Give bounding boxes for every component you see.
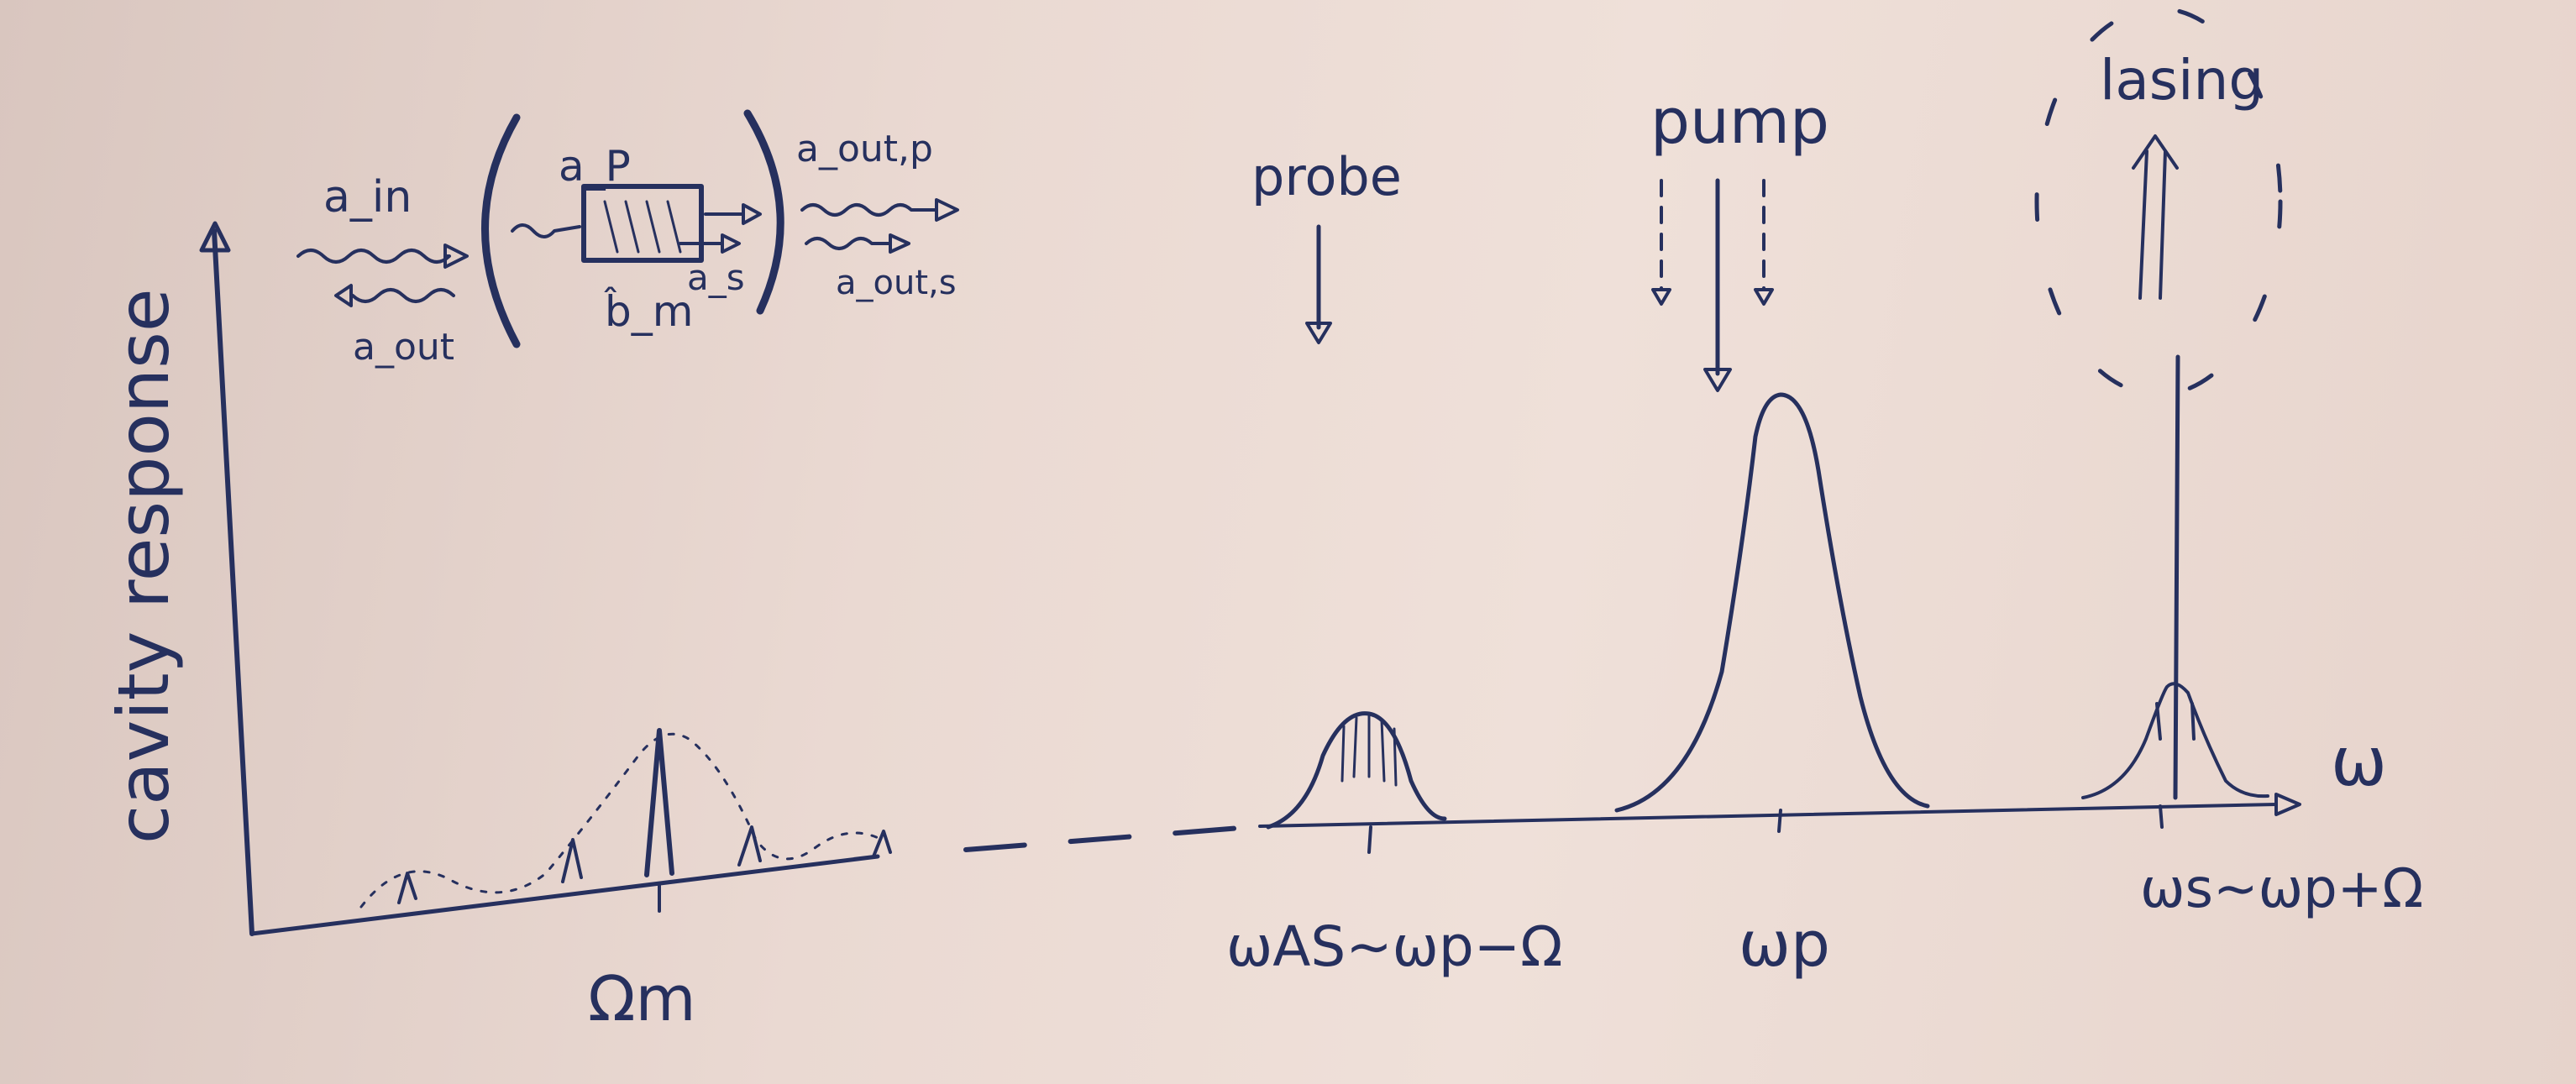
a-out-p-label: a_out,p [796,128,933,170]
lasing-line [2173,354,2180,800]
omega-m-label: Ωm [588,963,696,1035]
b-m-label: b̂_m [604,286,693,336]
sideband-peak-4 [737,825,762,867]
x-axis-left [249,854,880,936]
pump-label: pump [1650,86,1829,158]
x-axis-break [963,825,1254,852]
a-out-label: a_out [353,326,454,369]
omega-p-tick [1777,809,1782,833]
x-axis-label: ω [2331,723,2387,801]
y-axis [212,228,254,936]
sideband-peak-2 [561,838,583,883]
sideband-peak-1 [397,872,417,904]
a-in-label: a_in [323,172,412,223]
mechanical-resonator [581,184,704,263]
a-p-label: a_P [559,142,631,191]
omega-p-label: ωp [1739,909,1830,981]
mechanical-sidebands [359,728,892,913]
intracavity-wave [511,223,581,238]
a-out-s-wave [805,237,892,250]
anti-stokes-peak [1266,711,1447,854]
a-in-arrowhead [443,244,469,269]
omega-s-label: ωs∼ωp+Ω [2140,858,2423,920]
anti-stokes-curve [1266,711,1447,830]
pump-peak [1614,392,1930,833]
sideband-peak-5 [872,830,892,858]
a-in-wave [296,249,451,264]
lasing-label: lasing [2100,48,2264,113]
lasing-dashed-circle [2034,6,2283,397]
stokes-hatching [2155,702,2196,741]
resonator-hatching [603,200,682,254]
probe-label: probe [1251,146,1402,207]
a-out-p-wave [800,203,938,217]
y-axis-arrowhead [199,221,231,253]
x-axis-arrowhead [2274,793,2301,816]
x-axis-right [1258,803,2278,828]
a-out-wave [351,288,455,303]
a-out-s-label: a_out,s [836,264,957,302]
cavity-schematic: a_in a_out a_P a_s b̂_m a_out,p a_out,s [296,109,959,369]
cavity-mirror-right [743,109,784,315]
a-out-arrowhead [334,284,353,307]
pump-arrows [1651,178,1774,392]
stokes-peak [2081,354,2269,829]
probe-arrow [1305,224,1332,344]
axes [199,221,2301,936]
pump-curve [1614,392,1930,813]
sideband-envelope [359,732,884,909]
y-axis-label: cavity response [102,288,185,844]
cavity-mirror-left [481,113,521,348]
omega-as-label: ωAS∼ωp−Ω [1226,914,1563,979]
anti-stokes-hatching [1340,714,1398,787]
omega-s-tick [2159,804,2164,829]
omega-as-tick [1367,825,1372,854]
a-s-label: a_s [687,257,745,298]
sideband-peak-main [644,728,674,877]
lasing-arrow [2132,134,2179,300]
